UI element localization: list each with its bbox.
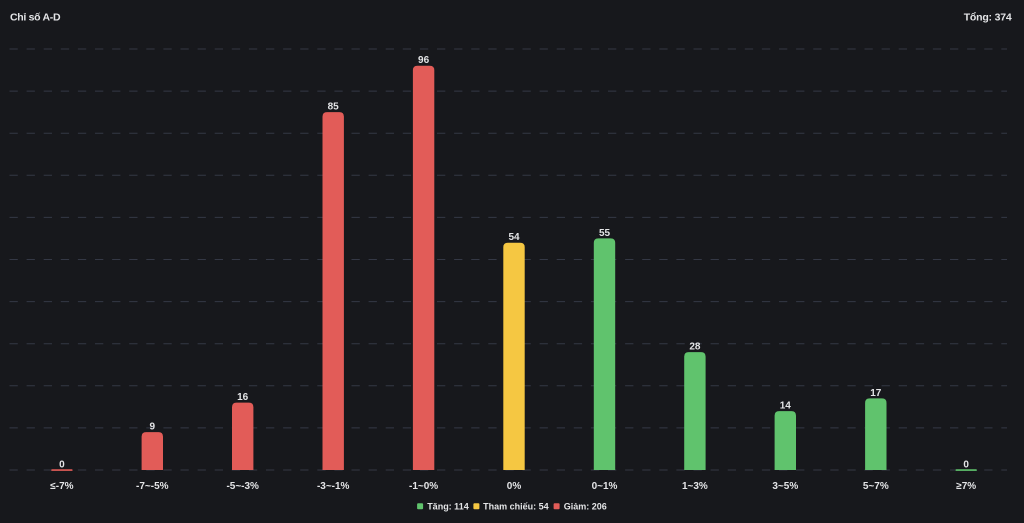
svg-text:14: 14 xyxy=(780,401,792,412)
svg-text:16: 16 xyxy=(237,392,249,403)
svg-text:17: 17 xyxy=(870,388,882,399)
svg-text:≥7%: ≥7% xyxy=(956,481,976,492)
svg-text:Giảm: 206: Giảm: 206 xyxy=(564,501,607,511)
svg-text:Chỉ số A-D: Chỉ số A-D xyxy=(10,12,61,24)
svg-text:-5~-3%: -5~-3% xyxy=(226,481,259,492)
svg-text:-3~-1%: -3~-1% xyxy=(317,481,350,492)
svg-text:Tăng: 114: Tăng: 114 xyxy=(427,501,469,511)
svg-text:3~5%: 3~5% xyxy=(772,481,798,492)
svg-text:0~1%: 0~1% xyxy=(592,481,618,492)
svg-text:Tham chiếu: 54: Tham chiếu: 54 xyxy=(483,501,549,511)
svg-text:0: 0 xyxy=(59,459,65,470)
svg-text:0: 0 xyxy=(963,459,969,470)
svg-text:Tổng: 374: Tổng: 374 xyxy=(964,12,1012,24)
svg-text:5~7%: 5~7% xyxy=(863,481,889,492)
svg-text:28: 28 xyxy=(689,342,701,353)
svg-text:0%: 0% xyxy=(507,481,522,492)
svg-text:≤-7%: ≤-7% xyxy=(50,481,73,492)
svg-text:9: 9 xyxy=(150,422,156,433)
svg-text:-7~-5%: -7~-5% xyxy=(136,481,169,492)
svg-text:1~3%: 1~3% xyxy=(682,481,708,492)
svg-text:54: 54 xyxy=(508,232,520,243)
svg-text:96: 96 xyxy=(418,55,430,66)
svg-text:-1~0%: -1~0% xyxy=(409,481,438,492)
svg-text:55: 55 xyxy=(599,228,611,239)
svg-text:85: 85 xyxy=(328,102,340,113)
